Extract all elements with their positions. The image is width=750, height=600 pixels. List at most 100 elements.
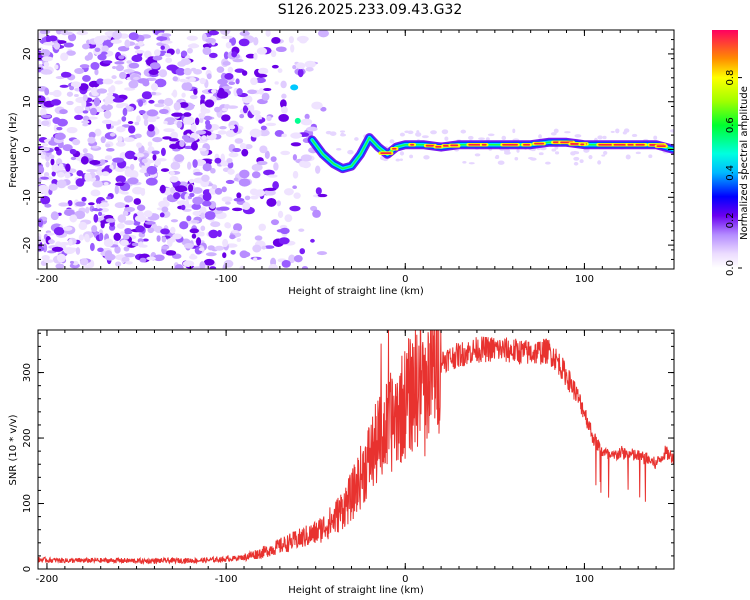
noise-cell xyxy=(157,99,166,105)
noise-cell xyxy=(40,49,51,57)
noise-cell xyxy=(280,80,287,89)
noise-cell xyxy=(415,132,422,137)
noise-cell xyxy=(160,168,170,172)
noise-cell xyxy=(188,254,198,260)
colorbar-tick-label: 0.2 xyxy=(725,212,736,228)
noise-cell xyxy=(292,170,299,179)
noise-cell xyxy=(573,161,579,166)
noise-cell xyxy=(208,229,219,239)
noise-cell xyxy=(227,168,235,175)
noise-cell xyxy=(109,132,116,137)
noise-cell xyxy=(239,169,250,179)
noise-cell xyxy=(82,94,88,102)
noise-cell xyxy=(116,126,126,133)
noise-cell xyxy=(106,196,112,200)
noise-cell xyxy=(247,89,257,95)
noise-cell xyxy=(84,264,93,269)
noise-cell xyxy=(200,103,206,110)
noise-cell xyxy=(161,33,172,37)
noise-cell xyxy=(588,155,593,160)
y-tick-label: 300 xyxy=(22,363,33,382)
noise-cell xyxy=(256,160,268,166)
noise-cell xyxy=(539,146,547,151)
noise-cell xyxy=(295,62,306,70)
noise-cell xyxy=(78,221,88,231)
noise-cell xyxy=(63,247,76,255)
noise-cell xyxy=(545,161,551,165)
y-tick-label: -10 xyxy=(22,189,33,205)
noise-cell xyxy=(122,210,129,216)
noise-cell xyxy=(67,200,73,207)
noise-cell xyxy=(284,214,293,223)
noise-cell xyxy=(96,88,108,94)
noise-cell xyxy=(105,143,111,148)
noise-cell xyxy=(182,260,195,267)
noise-cell xyxy=(306,126,318,132)
snr-y-axis-label: SNR (10 * v/v) xyxy=(8,414,19,485)
noise-cell xyxy=(256,47,268,55)
noise-cell xyxy=(290,44,295,53)
noise-cell xyxy=(210,221,221,228)
noise-cell xyxy=(223,51,229,60)
noise-cell xyxy=(199,261,206,269)
noise-cell xyxy=(103,181,109,186)
noise-cell xyxy=(315,165,321,174)
noise-cell xyxy=(103,238,114,248)
noise-cell xyxy=(54,146,60,152)
noise-cell xyxy=(252,244,262,253)
noise-cell xyxy=(56,126,63,131)
noise-cell xyxy=(44,87,50,96)
noise-cell xyxy=(181,92,186,98)
noise-cell xyxy=(84,55,91,61)
noise-cell xyxy=(173,102,181,111)
noise-cell xyxy=(93,97,101,107)
x-tick-label: -200 xyxy=(36,274,59,285)
noise-cell xyxy=(146,165,158,175)
noise-cell xyxy=(99,202,110,208)
noise-cell xyxy=(97,247,104,252)
spectrogram-y-axis-label: Frequency (Hz) xyxy=(8,112,19,188)
noise-cell xyxy=(224,104,231,109)
x-tick-label: -100 xyxy=(215,274,238,285)
noise-cell xyxy=(166,64,178,71)
noise-cell xyxy=(220,30,231,36)
noise-cell xyxy=(160,45,165,50)
noise-cell xyxy=(106,92,114,97)
noise-cell xyxy=(139,257,147,263)
noise-cell xyxy=(271,64,279,69)
noise-cell xyxy=(395,158,400,162)
noise-cell xyxy=(273,162,279,171)
x-tick-label: 100 xyxy=(575,574,594,585)
noise-cell xyxy=(119,231,125,237)
noise-cell xyxy=(146,256,156,261)
snr-y-ticks: 0 100 200 300 xyxy=(22,332,674,572)
noise-cell xyxy=(183,242,194,249)
noise-cell xyxy=(203,258,215,266)
noise-cell xyxy=(208,52,218,59)
noise-cell xyxy=(186,35,198,41)
noise-cell xyxy=(171,112,184,117)
noise-cell xyxy=(216,66,225,73)
noise-cell xyxy=(228,125,236,130)
noise-cell xyxy=(216,91,229,99)
noise-cell xyxy=(468,162,475,165)
noise-cell xyxy=(271,37,281,44)
noise-cell xyxy=(225,130,237,138)
noise-cell xyxy=(79,64,90,69)
noise-cell xyxy=(106,147,115,152)
noise-cell xyxy=(131,242,139,247)
noise-cell xyxy=(204,210,216,220)
noise-cell xyxy=(198,112,206,119)
noise-cell xyxy=(75,201,86,207)
noise-cell xyxy=(63,42,74,48)
noise-cell xyxy=(648,154,653,159)
noise-cell xyxy=(280,150,291,156)
noise-cell xyxy=(64,172,71,179)
noise-cell xyxy=(124,39,131,48)
noise-cell xyxy=(161,236,167,243)
chart-title: S126.2025.233.09.43.G32 xyxy=(278,2,463,18)
noise-cell xyxy=(70,81,82,88)
noise-cell xyxy=(202,192,212,202)
noise-cell xyxy=(250,77,258,86)
